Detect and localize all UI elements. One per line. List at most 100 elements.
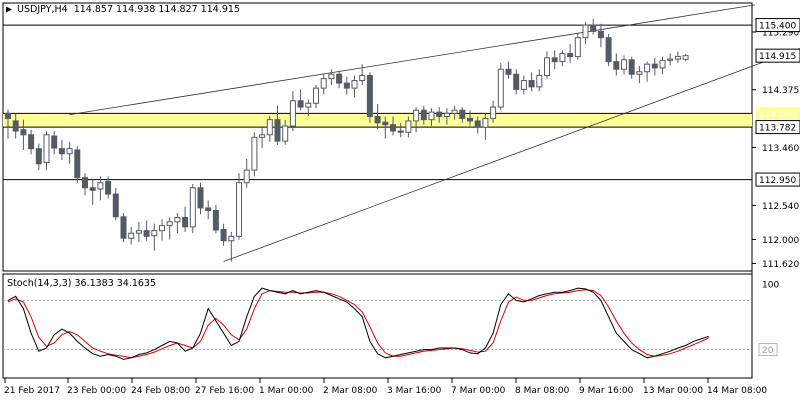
candle-body — [613, 61, 620, 70]
candle-body — [305, 102, 312, 108]
candle — [505, 61, 512, 79]
symbol-name: USDJPY,H4 — [17, 4, 68, 15]
candle — [436, 107, 443, 123]
candle — [528, 72, 535, 92]
candle-body — [336, 73, 343, 84]
candle — [590, 18, 597, 35]
candle-body — [482, 117, 489, 128]
candle-body — [359, 75, 366, 82]
candle — [359, 64, 366, 85]
candle — [182, 206, 189, 232]
candle — [351, 75, 358, 98]
candle-body — [189, 187, 196, 228]
candle-body — [451, 109, 458, 114]
time-label: 9 Mar 16:00 — [579, 386, 634, 396]
candle — [413, 107, 420, 133]
candle — [112, 187, 119, 221]
candle — [66, 141, 73, 164]
candle — [143, 220, 150, 241]
candle — [559, 50, 566, 67]
candle-body — [5, 112, 11, 119]
candle-body — [182, 216, 189, 228]
candle-body — [366, 75, 373, 118]
time-label: 21 Feb 2017 — [4, 386, 60, 396]
time-label: 8 Mar 08:00 — [515, 386, 570, 396]
candle — [474, 116, 481, 134]
candle-body — [343, 82, 350, 89]
stoch-scale-low: 20 — [762, 346, 774, 356]
candle-body — [644, 63, 651, 73]
candle — [628, 56, 635, 79]
stoch-main-line — [7, 287, 709, 360]
candle — [251, 132, 258, 177]
candle-body — [659, 59, 666, 69]
candle — [582, 21, 589, 44]
candle-body — [159, 225, 165, 232]
candle — [328, 69, 335, 85]
candle-body — [66, 148, 73, 155]
candle-body — [320, 78, 327, 89]
candle-body — [528, 80, 535, 88]
candle-body — [536, 75, 543, 88]
symbol-header: USDJPY,H4 114.857 114.938 114.827 114.91… — [6, 4, 240, 15]
candle-body — [513, 73, 520, 90]
candle-body — [197, 187, 204, 209]
candle — [105, 176, 112, 199]
candle-body — [459, 109, 466, 119]
candle — [667, 53, 674, 66]
candle — [459, 107, 466, 123]
stoch-pane-border — [2, 273, 753, 379]
candle-body — [289, 100, 296, 127]
candle — [135, 221, 142, 242]
candle-body — [520, 80, 527, 90]
candle — [58, 139, 65, 161]
stoch-signal-line — [7, 289, 709, 359]
candle-body — [651, 63, 658, 69]
candle-body — [74, 149, 81, 179]
candle-body — [82, 177, 88, 189]
candle-body — [205, 207, 212, 211]
candle-body — [605, 37, 612, 63]
candle — [89, 179, 96, 205]
candle — [443, 108, 450, 125]
candle — [5, 109, 11, 139]
candle — [467, 110, 473, 126]
ohlc-open: 114.857 — [73, 4, 114, 15]
candle — [243, 158, 250, 188]
candle — [43, 131, 50, 171]
candle — [544, 51, 550, 79]
candle-body — [220, 228, 227, 242]
candle — [336, 70, 343, 89]
candle — [51, 131, 58, 155]
time-label: 23 Feb 00:00 — [67, 386, 126, 396]
candle-body — [251, 136, 258, 171]
candle — [513, 69, 520, 95]
trendline — [69, 4, 755, 116]
price-label: 112.540 — [762, 202, 799, 212]
level-price-badge — [755, 18, 800, 33]
candle-body — [105, 180, 112, 195]
candle — [274, 105, 281, 145]
candle — [212, 204, 219, 234]
ohlc-high: 114.938 — [116, 4, 156, 15]
candle — [366, 72, 373, 123]
candle-body — [582, 24, 589, 39]
candle-body — [413, 109, 420, 122]
candle — [197, 182, 204, 215]
time-label: 2 Mar 08:00 — [323, 386, 378, 396]
main-pane-border — [2, 2, 753, 272]
candle-body — [436, 111, 443, 118]
level-price-badge — [755, 120, 800, 135]
current-price-badge — [755, 48, 800, 63]
candle-body — [597, 30, 604, 39]
time-label: 3 Mar 16:00 — [387, 386, 442, 396]
candle — [205, 200, 212, 220]
candle — [574, 32, 581, 60]
candle-body — [467, 117, 473, 122]
candle — [97, 176, 104, 201]
candle-body — [674, 56, 681, 60]
candle — [644, 61, 651, 82]
candle-body — [497, 68, 504, 108]
